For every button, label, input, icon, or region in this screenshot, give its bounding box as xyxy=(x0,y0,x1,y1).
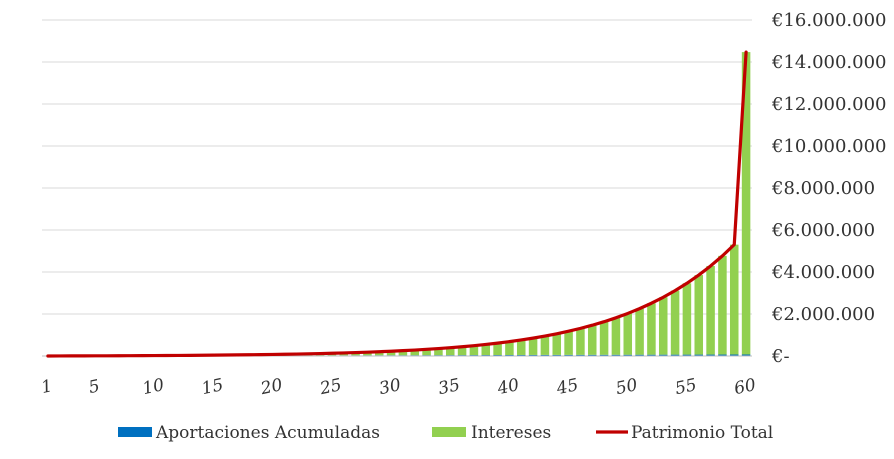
bar-intereses xyxy=(410,350,420,356)
y-tick-label: €16.000.000 xyxy=(771,10,887,31)
bar-intereses xyxy=(647,303,656,355)
y-axis-ticks: €- €2.000.000 €4.000.000 €6.000.000 €8.000.0… xyxy=(771,10,887,367)
bar-intereses xyxy=(635,308,644,355)
y-tick-label: €- xyxy=(771,346,790,367)
x-tick-label: 1 xyxy=(40,376,55,398)
bar-intereses xyxy=(564,331,573,355)
x-tick-label: 25 xyxy=(317,375,343,399)
bar-intereses xyxy=(528,338,538,355)
bar-intereses xyxy=(741,52,751,355)
bar-intereses xyxy=(623,313,633,355)
y-tick-label: €10.000.000 xyxy=(771,136,887,157)
x-axis-ticks: 1 5 10 15 20 25 30 35 40 45 50 55 60 xyxy=(40,375,758,399)
bar-intereses xyxy=(576,328,585,355)
bar-aportaciones xyxy=(576,354,585,356)
bar-intereses xyxy=(599,321,609,355)
bar-aportaciones xyxy=(528,354,538,356)
bar-intereses xyxy=(706,265,715,355)
bar-aportaciones xyxy=(611,354,621,356)
bar-intereses xyxy=(374,351,384,356)
bar-intereses xyxy=(540,336,550,355)
y-tick-label: €2.000.000 xyxy=(771,304,875,325)
y-tick-label: €4.000.000 xyxy=(771,262,875,283)
bar-intereses xyxy=(505,341,514,355)
y-tick-label: €14.000.000 xyxy=(771,52,887,73)
bar-intereses xyxy=(457,346,467,356)
bar-intereses xyxy=(587,325,597,355)
bar-intereses xyxy=(398,350,408,356)
legend-swatch-intereses xyxy=(432,427,466,437)
x-tick-label: 50 xyxy=(614,375,639,399)
bar-intereses xyxy=(516,339,526,355)
y-tick-label: €8.000.000 xyxy=(771,178,875,199)
legend-label-patrimonio: Patrimonio Total xyxy=(631,423,773,443)
bar-intereses xyxy=(481,344,491,356)
bar-intereses xyxy=(434,348,443,356)
bar-intereses xyxy=(718,255,727,355)
bar-aportaciones xyxy=(694,354,704,356)
gridlines xyxy=(42,19,752,315)
bar-intereses xyxy=(445,347,455,356)
x-tick-label: 30 xyxy=(377,375,402,399)
bar-intereses xyxy=(670,290,680,355)
bar-intereses xyxy=(422,349,431,356)
bar-aportaciones xyxy=(741,354,751,356)
bar-intereses xyxy=(694,275,704,355)
x-tick-label: 35 xyxy=(437,375,462,399)
x-tick-label: 55 xyxy=(673,375,698,399)
bar-intereses xyxy=(552,333,562,355)
bar-intereses xyxy=(729,244,739,355)
x-tick-label: 45 xyxy=(554,375,580,399)
bar-aportaciones xyxy=(587,354,597,356)
bars xyxy=(42,52,752,357)
bar-aportaciones xyxy=(516,354,526,356)
bar-aportaciones xyxy=(682,354,692,356)
x-tick-label: 20 xyxy=(258,375,284,399)
bar-aportaciones xyxy=(706,354,715,356)
bar-aportaciones xyxy=(718,354,727,356)
legend-label-aportaciones: Aportaciones Acumuladas xyxy=(155,423,380,443)
legend-swatch-aportaciones xyxy=(118,427,152,437)
bar-intereses xyxy=(386,351,396,356)
bar-intereses xyxy=(658,297,668,355)
total-line xyxy=(46,50,748,358)
bar-aportaciones xyxy=(505,354,514,356)
y-tick-label: €12.000.000 xyxy=(771,94,887,115)
bar-intereses xyxy=(493,343,502,356)
bar-aportaciones xyxy=(658,354,668,356)
bar-intereses xyxy=(682,283,692,355)
bar-aportaciones xyxy=(540,354,550,356)
bar-aportaciones xyxy=(635,354,644,356)
bar-intereses xyxy=(611,317,621,355)
x-tick-label: 15 xyxy=(200,375,225,399)
y-tick-label: €6.000.000 xyxy=(771,220,875,241)
x-tick-label: 40 xyxy=(495,375,521,399)
bar-aportaciones xyxy=(647,354,656,356)
bar-aportaciones xyxy=(564,354,573,356)
bar-aportaciones xyxy=(670,354,680,356)
legend: Aportaciones Acumuladas Intereses Patrimon… xyxy=(118,423,773,443)
bar-intereses xyxy=(469,345,479,356)
x-tick-label: 5 xyxy=(87,376,102,398)
bar-aportaciones xyxy=(623,354,633,356)
x-tick-label: 60 xyxy=(732,375,757,399)
bar-aportaciones xyxy=(552,354,562,356)
bar-aportaciones xyxy=(599,354,609,356)
x-tick-label: 10 xyxy=(141,375,166,399)
bar-aportaciones xyxy=(729,354,739,356)
legend-label-intereses: Intereses xyxy=(471,423,551,443)
line-patrimonio-total xyxy=(46,50,748,358)
